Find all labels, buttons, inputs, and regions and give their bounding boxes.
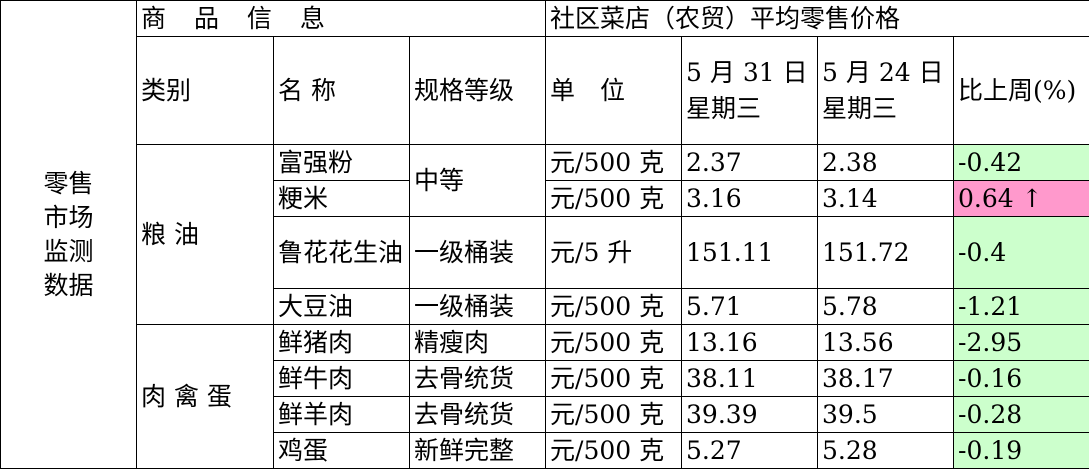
category-header: 类别 [136, 36, 274, 145]
name-cell: 鲜牛肉 [273, 360, 410, 397]
spec-cell: 中等 [408, 144, 547, 217]
spec-cell: 新鲜完整 [408, 432, 547, 469]
current-price-cell: 3.16 [681, 180, 819, 217]
unit-cell: 元/500 克 [545, 180, 683, 217]
current-price-cell: 5.71 [681, 288, 819, 325]
previous-price-cell: 3.14 [817, 180, 955, 217]
current-price-cell: 13.16 [681, 324, 819, 361]
change-cell: -1.21 [953, 288, 1089, 325]
category-cell: 肉 禽 蛋 [136, 324, 274, 469]
current-price-cell: 151.11 [681, 216, 819, 289]
previous-price-cell: 151.72 [817, 216, 955, 289]
unit-cell: 元/500 克 [545, 432, 683, 469]
name-cell: 大豆油 [273, 288, 410, 325]
spec-cell: 一级桶装 [408, 216, 547, 289]
previous-price-cell: 2.38 [817, 144, 955, 181]
name-cell: 鲜猪肉 [273, 324, 410, 361]
table-row: 鲜牛肉 去骨统货 元/500 克 38.11 38.17 -0.16 [1, 360, 1089, 397]
current-date-header: 5 月 31 日 星期三 [681, 36, 819, 145]
current-price-cell: 5.27 [681, 432, 819, 469]
change-cell: -2.95 [953, 324, 1089, 361]
side-label: 零售市场监测数据 [0, 0, 137, 469]
current-price-cell: 38.11 [681, 360, 819, 397]
unit-cell: 元/500 克 [545, 144, 683, 181]
unit-cell: 元/500 克 [545, 324, 683, 361]
spec-cell: 一级桶装 [408, 288, 547, 325]
spec-cell: 精瘦肉 [408, 324, 547, 361]
previous-price-cell: 13.56 [817, 324, 955, 361]
category-cell: 粮 油 [136, 144, 274, 325]
change-cell: 0.64 ↑ [953, 180, 1089, 217]
table-row: 鲜羊肉 去骨统货 元/500 克 39.39 39.5 -0.28 [1, 396, 1089, 433]
change-cell: -0.4 [953, 216, 1089, 289]
unit-cell: 元/5 升 [545, 216, 683, 289]
side-label-text: 零售市场监测数据 [43, 168, 94, 300]
name-cell: 鲁花花生油 [273, 216, 410, 289]
unit-cell: 元/500 克 [545, 288, 683, 325]
price-group-header: 社区菜店（农贸）平均零售价格 [545, 0, 1089, 37]
previous-price-cell: 38.17 [817, 360, 955, 397]
previous-price-cell: 39.5 [817, 396, 955, 433]
name-header: 名 称 [273, 36, 410, 145]
spec-cell: 去骨统货 [408, 360, 547, 397]
table-row: 粮 油 富强粉 中等 元/500 克 2.37 2.38 -0.42 [1, 144, 1089, 325]
change-cell: -0.28 [953, 396, 1089, 433]
change-cell: -0.16 [953, 360, 1089, 397]
unit-cell: 元/500 克 [545, 360, 683, 397]
previous-price-cell: 5.28 [817, 432, 955, 469]
current-price-cell: 2.37 [681, 144, 819, 181]
table-row: 鸡蛋 新鲜完整 元/500 克 5.27 5.28 -0.19 [1, 432, 1089, 469]
unit-header: 单 位 [545, 36, 683, 145]
change-cell: -0.19 [953, 432, 1089, 469]
name-cell: 粳米 [273, 180, 410, 217]
previous-date-header: 5 月 24 日 星期三 [817, 36, 955, 145]
spec-cell: 去骨统货 [408, 396, 547, 433]
previous-price-cell: 5.78 [817, 288, 955, 325]
spec-header: 规格等级 [408, 36, 547, 145]
name-cell: 富强粉 [273, 144, 410, 181]
table-row: 肉 禽 蛋 鲜猪肉 精瘦肉 元/500 克 13.16 13.56 -2.95 [1, 324, 1089, 469]
name-cell: 鸡蛋 [273, 432, 410, 469]
goods-info-header: 商 品 信 息 [135, 0, 547, 37]
change-cell: -0.42 [953, 144, 1089, 181]
change-header: 比上周(%) [953, 36, 1089, 145]
name-cell: 鲜羊肉 [273, 396, 410, 433]
table-row: 鲁花花生油 一级桶装 元/5 升 151.11 151.72 -0.4 [1, 216, 1089, 289]
current-price-cell: 39.39 [681, 396, 819, 433]
unit-cell: 元/500 克 [545, 396, 683, 433]
